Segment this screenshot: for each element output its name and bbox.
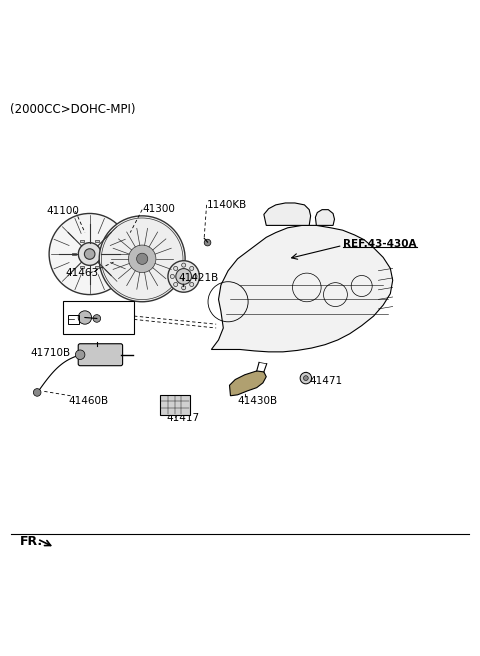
FancyBboxPatch shape — [160, 395, 190, 415]
Text: 41417: 41417 — [166, 413, 199, 422]
Circle shape — [181, 286, 186, 290]
Circle shape — [34, 388, 41, 396]
Text: 41467: 41467 — [96, 303, 129, 313]
Text: FR.: FR. — [20, 535, 43, 548]
Polygon shape — [229, 371, 266, 396]
Circle shape — [168, 260, 199, 292]
Circle shape — [193, 274, 197, 279]
Text: 1140KB: 1140KB — [206, 200, 247, 210]
Circle shape — [174, 283, 178, 287]
Text: 41471: 41471 — [309, 377, 342, 386]
Polygon shape — [264, 203, 311, 226]
Polygon shape — [211, 226, 393, 352]
Text: 41460B: 41460B — [68, 396, 108, 405]
FancyBboxPatch shape — [78, 344, 122, 365]
Bar — [80, 266, 84, 268]
Circle shape — [78, 243, 101, 266]
Text: 41100: 41100 — [47, 206, 80, 216]
Circle shape — [300, 373, 312, 384]
Bar — [80, 239, 84, 241]
Circle shape — [190, 283, 194, 287]
Circle shape — [181, 263, 186, 267]
Circle shape — [204, 239, 211, 246]
Circle shape — [303, 376, 308, 380]
Text: REF.43-430A: REF.43-430A — [343, 239, 416, 249]
Circle shape — [190, 266, 194, 270]
Text: 41710B: 41710B — [30, 348, 70, 358]
Circle shape — [78, 311, 92, 324]
Circle shape — [176, 268, 192, 284]
Text: 41421B: 41421B — [178, 273, 218, 283]
Text: 41300: 41300 — [142, 204, 175, 214]
Circle shape — [129, 245, 156, 272]
Bar — [96, 266, 99, 268]
Circle shape — [93, 315, 101, 322]
Bar — [96, 239, 99, 241]
Circle shape — [174, 266, 178, 270]
Circle shape — [84, 249, 95, 259]
Text: (2000CC>DOHC-MPI): (2000CC>DOHC-MPI) — [10, 103, 135, 115]
Bar — [63, 301, 134, 334]
Circle shape — [137, 253, 148, 264]
Circle shape — [75, 350, 85, 359]
Text: 41430B: 41430B — [238, 396, 278, 405]
Bar — [72, 253, 76, 255]
Text: 41463: 41463 — [66, 268, 99, 278]
Bar — [103, 253, 107, 255]
Circle shape — [170, 274, 174, 279]
Bar — [68, 315, 79, 324]
Circle shape — [99, 216, 185, 302]
Text: 41466: 41466 — [86, 320, 120, 330]
Circle shape — [49, 213, 130, 295]
Polygon shape — [315, 210, 335, 226]
